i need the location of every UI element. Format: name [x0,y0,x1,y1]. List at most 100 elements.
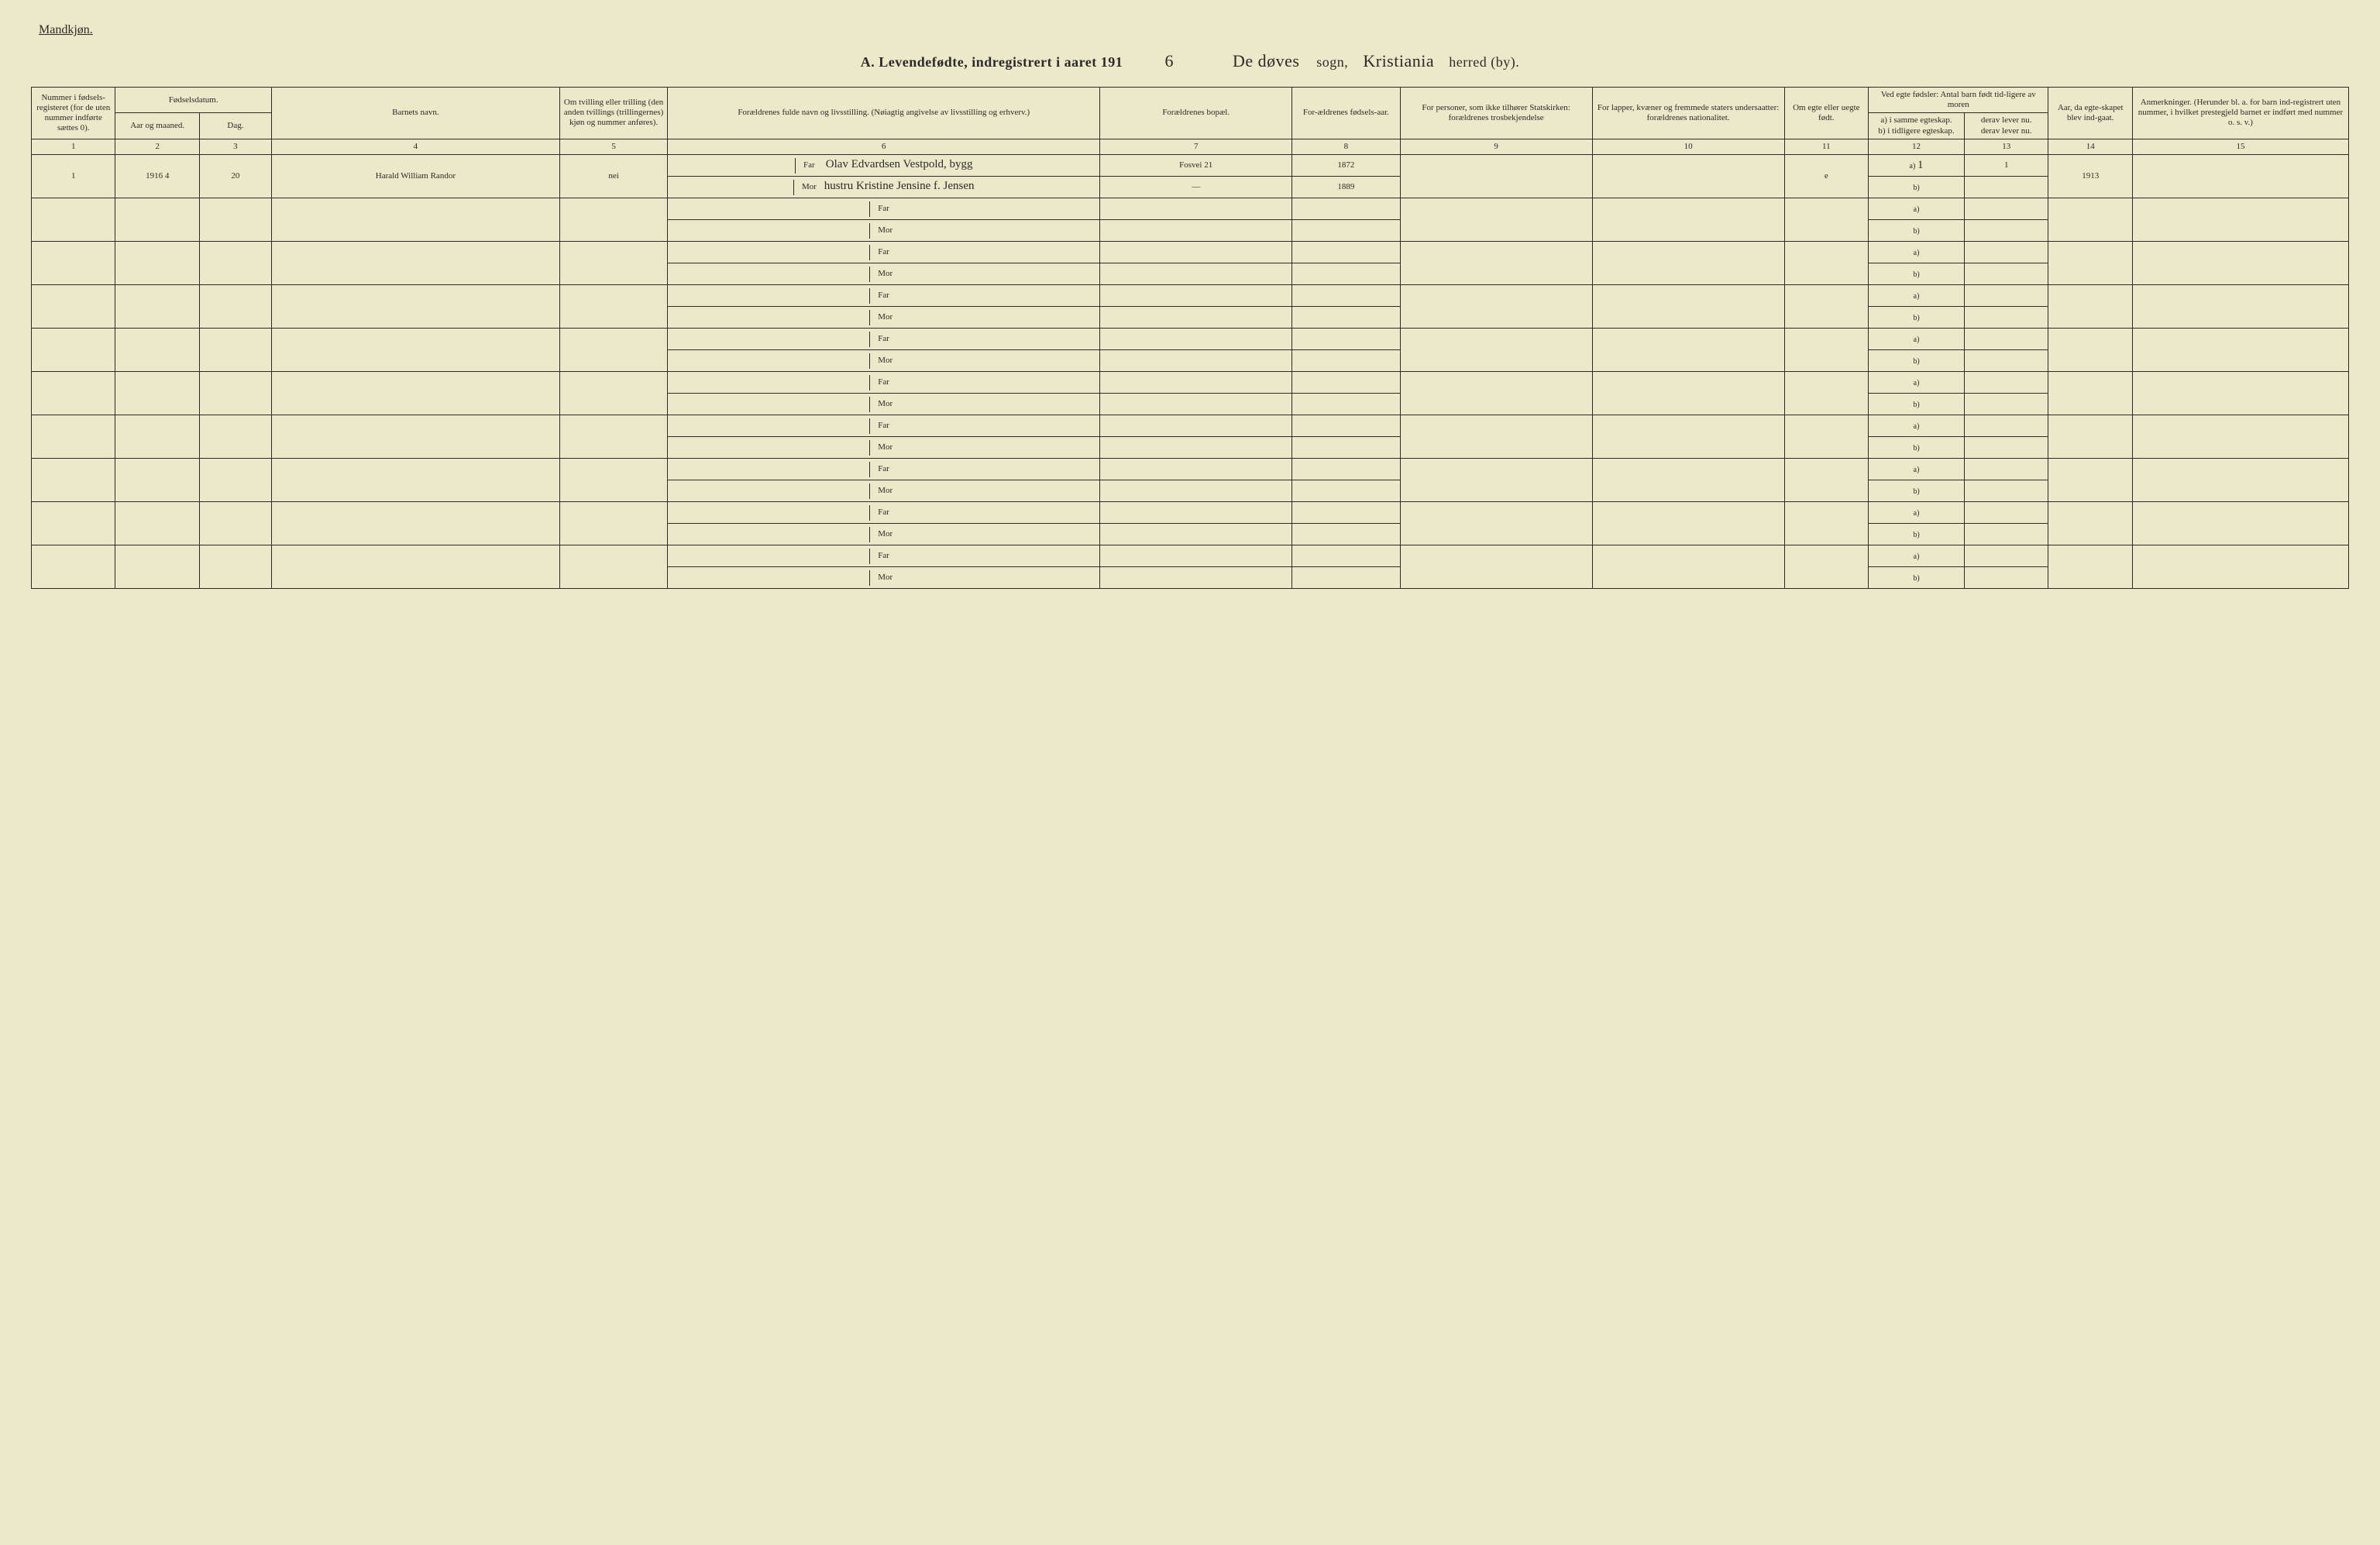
cell-far-year [1292,501,1400,523]
cell-year-month [115,328,199,371]
cell-far-bopael [1100,371,1292,393]
cell-mor-year [1292,263,1400,284]
cell-c12a: a) [1869,371,1965,393]
cell-egte [1784,241,1868,284]
cell-c10 [1592,198,1784,241]
cell-num [32,501,115,545]
sogn-handwritten: De døves [1219,51,1312,71]
cell-mor-name: Mor [668,219,1100,241]
cell-c13a [1965,545,2048,566]
cell-year-month [115,241,199,284]
cell-c13a [1965,458,2048,480]
cell-far-year [1292,284,1400,306]
cell-c10 [1592,415,1784,458]
cell-mor-bopael: — [1100,176,1292,198]
cell-year-month [115,501,199,545]
cell-far-year [1292,241,1400,263]
cell-c15 [2132,415,2348,458]
cell-mor-year [1292,436,1400,458]
colnum-4: 4 [271,139,559,154]
colnum-1: 1 [32,139,115,154]
cell-day [199,501,271,545]
cell-far-name: Far Olav Edvardsen Vestpold, bygg [668,154,1100,176]
cell-mor-bopael [1100,436,1292,458]
table-row-far: Far a) [32,371,2349,393]
cell-mor-name: Mor [668,566,1100,588]
cell-c15 [2132,371,2348,415]
cell-far-name: Far [668,328,1100,349]
cell-c13b [1965,219,2048,241]
colnum-13: 13 [1965,139,2048,154]
cell-mor-name: Mor [668,480,1100,501]
cell-year-month [115,415,199,458]
cell-far-year [1292,415,1400,436]
herred-handwritten: Kristiania [1352,51,1445,71]
cell-c9 [1400,545,1592,588]
cell-c15 [2132,328,2348,371]
cell-mor-year [1292,566,1400,588]
table-row-far: Far a) [32,198,2349,219]
colnum-15: 15 [2132,139,2348,154]
header-row-1: Nummer i fødsels-registeret (for de uten… [32,88,2349,113]
cell-c10 [1592,458,1784,501]
cell-mor-year: 1889 [1292,176,1400,198]
cell-c12b: b) [1869,436,1965,458]
cell-day [199,328,271,371]
cell-c15 [2132,501,2348,545]
cell-c12b: b) [1869,176,1965,198]
cell-year-month [115,545,199,588]
cell-c12a: a) [1869,284,1965,306]
cell-egte [1784,371,1868,415]
cell-c9 [1400,458,1592,501]
cell-c13a [1965,501,2048,523]
cell-mor-year [1292,523,1400,545]
cell-mor-year [1292,349,1400,371]
cell-twin [559,458,667,501]
cell-c15 [2132,198,2348,241]
cell-c13b [1965,436,2048,458]
table-row-far: Far a) [32,415,2349,436]
col-14-header: Aar, da egte-skapet blev ind-gaat. [2048,88,2132,139]
cell-far-name: Far [668,198,1100,219]
cell-mor-name: Mor [668,523,1100,545]
cell-c9 [1400,198,1592,241]
cell-mor-year [1292,306,1400,328]
cell-child-name [271,198,559,241]
colnum-12: 12 [1869,139,1965,154]
cell-num [32,241,115,284]
cell-c12a: a) [1869,501,1965,523]
cell-child-name [271,241,559,284]
title-main: Levendefødte, indregistrert i aaret 191 [879,54,1123,70]
colnum-2: 2 [115,139,199,154]
cell-c12b: b) [1869,480,1965,501]
cell-c15 [2132,545,2348,588]
cell-c12a: a) 1 [1869,154,1965,176]
cell-c12a: a) [1869,328,1965,349]
cell-mor-year [1292,480,1400,501]
cell-c9 [1400,328,1592,371]
cell-num [32,371,115,415]
cell-c12a: a) [1869,198,1965,219]
cell-num [32,328,115,371]
cell-c14 [2048,241,2132,284]
cell-c10 [1592,241,1784,284]
cell-c13a [1965,198,2048,219]
cell-c13a [1965,415,2048,436]
cell-egte [1784,545,1868,588]
cell-year-month [115,198,199,241]
cell-c10 [1592,328,1784,371]
cell-day [199,458,271,501]
col-6-header: Forældrenes fulde navn og livsstilling. … [668,88,1100,139]
cell-c15 [2132,458,2348,501]
cell-child-name [271,458,559,501]
cell-mor-name: Mor [668,393,1100,415]
cell-mor-bopael [1100,219,1292,241]
cell-c13a: 1 [1965,154,2048,176]
cell-egte [1784,501,1868,545]
cell-far-year [1292,328,1400,349]
cell-c9 [1400,501,1592,545]
colnum-11: 11 [1784,139,1868,154]
cell-far-bopael [1100,198,1292,219]
cell-c14 [2048,328,2132,371]
col-12a-text: a) i samme egteskap. [1872,115,1961,126]
